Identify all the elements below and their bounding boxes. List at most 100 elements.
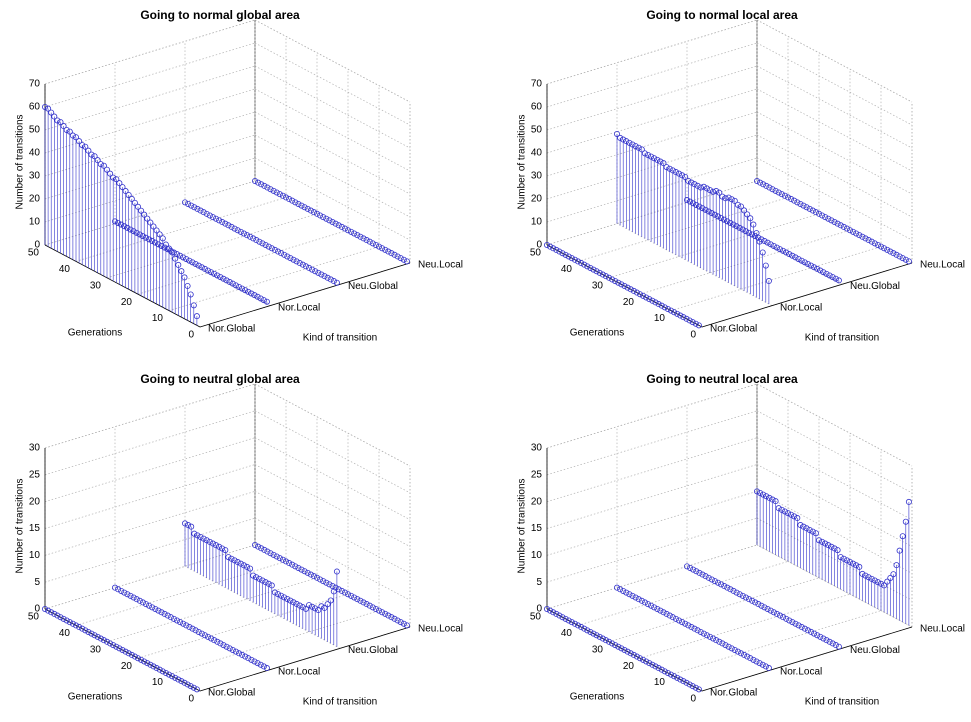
stem-marker [664, 305, 671, 312]
stem-marker [282, 194, 289, 201]
stem-marker [397, 255, 404, 262]
stem-marker [290, 599, 297, 606]
x-axis-label: Generations [68, 692, 122, 703]
category-grid-line [114, 587, 271, 670]
stem-marker [749, 597, 756, 604]
stem-marker [177, 619, 184, 626]
stem-marker [191, 530, 198, 537]
stem-marker [556, 248, 563, 255]
stem-marker [767, 241, 774, 248]
stem-marker [623, 138, 630, 145]
stem-marker [397, 619, 404, 626]
stem-marker [820, 635, 827, 642]
category-grid-line [686, 566, 843, 649]
stem-marker [329, 583, 336, 590]
stem-marker [296, 602, 303, 609]
stem-marker [808, 628, 815, 635]
category-label: Nor.Global [208, 688, 255, 699]
stem-marker [657, 158, 664, 165]
stem-marker [320, 578, 327, 585]
stem-marker [366, 238, 373, 245]
stem-marker [649, 297, 656, 304]
stem-marker [289, 561, 296, 568]
stem-marker [825, 542, 832, 549]
stem-marker [256, 238, 263, 245]
stem-marker [184, 681, 191, 688]
x-axis [546, 244, 703, 328]
z-axis-label: Number of transitions [517, 114, 528, 209]
stem-marker [220, 642, 227, 649]
stem-marker [871, 577, 878, 584]
stem-marker [829, 640, 836, 647]
stem-marker [278, 250, 285, 257]
stem-marker [161, 610, 168, 617]
stem-marker [811, 630, 818, 637]
z-grid-line [756, 65, 913, 149]
stem-marker [692, 684, 699, 691]
stem-marker [716, 189, 723, 196]
stem-marker [718, 215, 725, 222]
x-tick-label: 20 [121, 661, 133, 672]
stem-marker [708, 210, 715, 217]
stem-marker [835, 277, 842, 284]
stem-marker [263, 298, 270, 305]
stem-marker [762, 262, 769, 269]
stem-marker [896, 253, 903, 260]
category-label: Neu.Global [348, 281, 398, 292]
stem-marker [338, 587, 345, 594]
stem-marker [669, 167, 676, 174]
stem-marker [816, 537, 823, 544]
stem-marker [694, 182, 701, 189]
x-grid-line [639, 593, 851, 659]
stem-marker [727, 219, 734, 226]
stem-marker [149, 604, 156, 611]
stem-marker [57, 614, 64, 621]
stem-marker [633, 653, 640, 660]
stem-marker [853, 562, 860, 569]
stem-marker [185, 200, 192, 207]
stem-marker [267, 550, 274, 557]
stem-marker [122, 648, 129, 655]
stem-marker [819, 538, 826, 545]
stem-marker [649, 661, 656, 668]
stem-marker [559, 250, 566, 257]
stem-marker [677, 312, 684, 319]
stem-marker [150, 663, 157, 670]
z-grid-line [546, 111, 758, 177]
stem-marker [292, 199, 299, 206]
stem-marker [722, 642, 729, 649]
stem-marker [190, 302, 197, 309]
category-label: Neu.Local [418, 260, 463, 271]
stem-marker [169, 673, 176, 680]
stem-marker [248, 290, 255, 297]
z-tick-label: 25 [29, 469, 41, 480]
stem-marker [661, 668, 668, 675]
stem-marker [167, 247, 174, 254]
stem-marker [777, 612, 784, 619]
x-grid-line [106, 577, 318, 643]
stem-marker [769, 496, 776, 503]
z-grid-line [756, 111, 913, 195]
stem-marker [544, 606, 551, 613]
stem-marker [672, 169, 679, 176]
stem-marker [216, 217, 223, 224]
stem-marker [750, 656, 757, 663]
stem-marker [133, 596, 140, 603]
stem-marker [806, 526, 813, 533]
stem-marker [141, 211, 148, 218]
stem-marker [713, 188, 720, 195]
z-grid-line [254, 65, 411, 149]
stem-marker [175, 676, 182, 683]
stem-marker [637, 291, 644, 298]
stem-marker [290, 256, 297, 263]
stem-marker [184, 282, 191, 289]
stem-marker [156, 666, 163, 673]
stem-marker [578, 260, 585, 267]
z-grid-line [44, 111, 256, 177]
stem-marker [624, 284, 631, 291]
stem-marker [764, 239, 771, 246]
stem-marker [803, 525, 810, 532]
z-tick-label: 60 [531, 102, 543, 113]
stem-marker [763, 182, 770, 189]
